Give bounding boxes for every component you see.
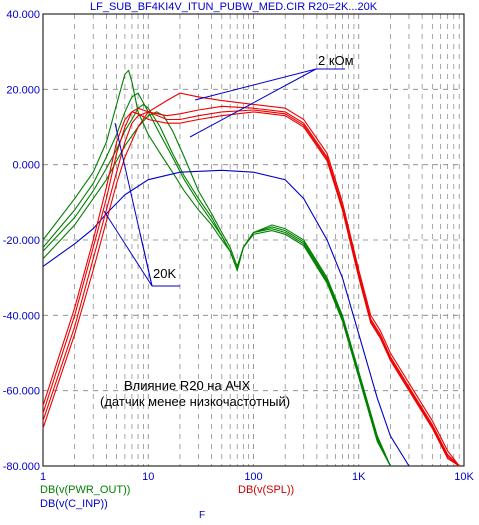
legend-spl: DB(v(SPL)) — [238, 484, 295, 496]
legend-c-inp: DB(v(C_INP)) — [40, 498, 108, 510]
y-tick-label: -40.000 — [3, 310, 40, 322]
annotation-20k: 20K — [153, 266, 177, 281]
y-tick-label: -20.000 — [3, 235, 40, 247]
caption-line-1: Влияние R20 на АЧХ — [124, 378, 251, 393]
series-line-green — [42, 103, 391, 467]
x-tick-label: 100 — [244, 471, 262, 483]
series-line-red — [42, 92, 460, 467]
caption-line-2: (датчик менее низкочастотный) — [100, 394, 291, 409]
y-tick-label: 20.000 — [6, 84, 40, 96]
series-line-red — [42, 107, 460, 467]
annotation-lines — [103, 68, 345, 287]
chart-title: LF_SUB_BF4KI4V_ITUN_PUBW_MED.CIR R20=2K.… — [90, 1, 378, 13]
x-axis-label: F — [199, 510, 206, 521]
series-line-red — [42, 105, 460, 467]
annotation-pointer — [103, 210, 153, 287]
annotation-pointer — [114, 122, 153, 287]
annotation-2kohm: 2 кОм — [318, 53, 354, 68]
y-tick-label: 40.000 — [6, 9, 40, 21]
tick-labels: 40.000 20.000 0.000 -20.000 -40.000 -60.000 -8… — [3, 9, 475, 483]
series-line-green — [42, 92, 391, 467]
annotation-pointer — [194, 68, 317, 101]
x-tick-label: 10 — [142, 471, 154, 483]
series-line-blue — [42, 169, 410, 467]
y-tick-label: -80.000 — [3, 461, 40, 473]
x-tick-label: 10K — [454, 471, 474, 483]
annotation-pointer — [189, 68, 317, 138]
series-line-green — [42, 69, 391, 467]
x-tick-label: 1K — [352, 471, 366, 483]
y-tick-label: 0.000 — [12, 160, 40, 172]
y-tick-label: -60.000 — [3, 386, 40, 398]
legend-pwr-out: DB(v(PWR_OUT)) — [40, 484, 131, 496]
series-line-green — [42, 111, 391, 467]
x-tick-label: 1 — [40, 471, 46, 483]
